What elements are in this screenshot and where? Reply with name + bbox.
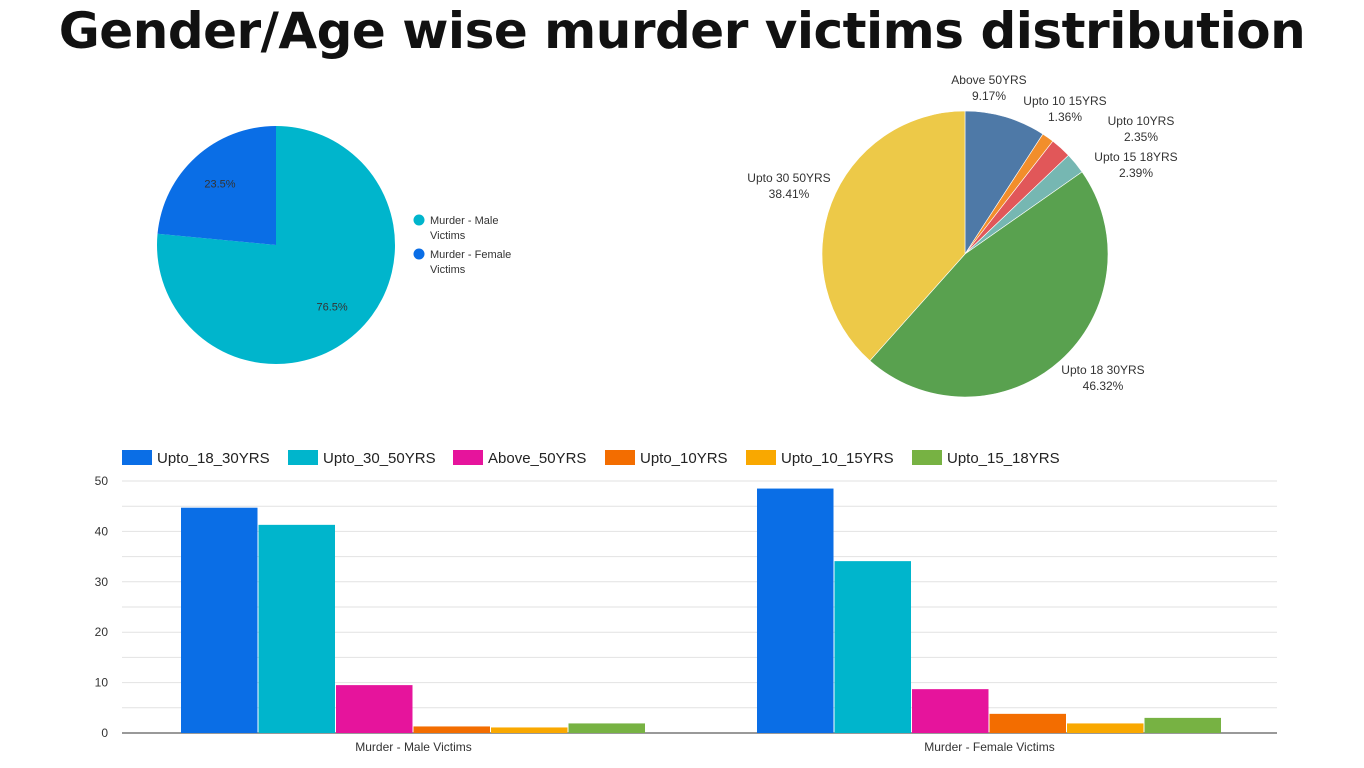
legend-entry-line: Victims [430, 264, 466, 276]
bar-upto-10-15yrs-murder-male-victims [491, 727, 568, 733]
legend-entry-murder-female-victims: Murder - Female Victims [430, 249, 511, 276]
pie-slice-upto-18-30yrs [869, 171, 1109, 398]
y-tick-label: 20 [95, 625, 109, 639]
pie-label-name: Upto 10 15YRS [1023, 94, 1106, 108]
y-tick-label: 50 [95, 474, 109, 488]
pie-label-upto-10yrs: Upto 10YRS 2.35% [1108, 114, 1175, 144]
pie-slice-above-50yrs [964, 110, 1044, 256]
legend-entry-murder-male-victims: Murder - Male Victims [430, 215, 498, 242]
legend-dot-murder-male-victims [413, 214, 425, 226]
gender-pie-chart: 76.5% 23.5% [157, 126, 396, 365]
pie-label-name: Upto 15 18YRS [1094, 150, 1177, 164]
legend-swatch-above-50yrs [453, 450, 483, 465]
pie-data-label: 23.5% [204, 178, 235, 190]
y-tick-label: 40 [95, 524, 109, 538]
pie-label-upto-15-18yrs: Upto 15 18YRS 2.39% [1094, 150, 1177, 180]
age-gender-bar-chart: 0 10 20 30 40 50 Murder - Male Victims Murder -… [95, 450, 1277, 754]
legend-dot-murder-female-victims [413, 248, 425, 260]
pie-label-value: 46.32% [1083, 379, 1124, 393]
pie-label-upto-30-50yrs: Upto 30 50YRS 38.41% [747, 171, 830, 201]
bar-upto-30-50yrs-murder-female-victims [834, 561, 911, 733]
bar-above-50yrs-murder-female-victims [912, 689, 989, 733]
bar-upto-10-15yrs-murder-female-victims [1067, 723, 1144, 733]
pie-slice-upto-30-50yrs [821, 110, 966, 362]
bar-upto-10yrs-murder-male-victims [413, 726, 490, 733]
bar-upto-10yrs-murder-female-victims [989, 713, 1066, 733]
bar-upto-18-30yrs-murder-male-victims [181, 507, 258, 733]
pie-label-name: Above 50YRS [951, 73, 1026, 87]
legend-entry-upto-10yrs: Upto_10YRS [640, 450, 728, 467]
bar-upto-15-18yrs-murder-female-victims [1144, 717, 1221, 733]
pie-label-value: 2.35% [1124, 130, 1158, 144]
pie-label-above-50yrs: Above 50YRS 9.17% [951, 73, 1026, 103]
pie-label-value: 1.36% [1048, 110, 1082, 124]
pie-slice-murder-male-victims [157, 126, 396, 365]
pie-label-value: 2.39% [1119, 166, 1153, 180]
legend-entry-line: Victims [430, 230, 466, 242]
y-tick-label: 30 [95, 575, 109, 589]
page-title: Gender/Age wise murder victims distribut… [58, 2, 1306, 60]
legend-swatch-upto-15-18yrs [912, 450, 942, 465]
legend-entry-above-50yrs: Above_50YRS [488, 450, 586, 467]
y-tick-label: 10 [95, 676, 109, 690]
gender-pie-legend: Murder - Male Victims Murder - Female Victi… [413, 214, 511, 276]
pie-label-upto-18-30yrs: Upto 18 30YRS 46.32% [1061, 363, 1144, 393]
bar-upto-18-30yrs-murder-female-victims [757, 488, 834, 733]
legend-entry-upto-18-30yrs: Upto_18_30YRS [157, 450, 270, 467]
pie-label-name: Upto 10YRS [1108, 114, 1175, 128]
pie-label-name: Upto 30 50YRS [747, 171, 830, 185]
age-pie-chart: Above 50YRS 9.17% Upto 10 15YRS 1.36% Upto 1… [747, 73, 1178, 398]
y-tick-label: 0 [101, 726, 108, 740]
bar-upto-15-18yrs-murder-male-victims [568, 723, 645, 733]
legend-entry-line: Murder - Female [430, 249, 511, 261]
pie-label-upto-10-15yrs: Upto 10 15YRS 1.36% [1023, 94, 1106, 124]
legend-swatch-upto-10yrs [605, 450, 635, 465]
pie-data-label: 76.5% [316, 302, 347, 314]
legend-swatch-upto-30-50yrs [288, 450, 318, 465]
legend-entry-line: Murder - Male [430, 215, 498, 227]
pie-label-value: 38.41% [769, 187, 810, 201]
legend-swatch-upto-18-30yrs [122, 450, 152, 465]
legend-swatch-upto-10-15yrs [746, 450, 776, 465]
pie-slice-murder-female-victims [157, 126, 276, 245]
legend-entry-upto-10-15yrs: Upto_10_15YRS [781, 450, 894, 467]
pie-label-value: 9.17% [972, 89, 1006, 103]
bar-above-50yrs-murder-male-victims [336, 685, 413, 733]
x-category-label: Murder - Female Victims [924, 740, 1054, 754]
bar-upto-30-50yrs-murder-male-victims [258, 524, 335, 733]
pie-label-name: Upto 18 30YRS [1061, 363, 1144, 377]
legend-entry-upto-30-50yrs: Upto_30_50YRS [323, 450, 436, 467]
x-category-label: Murder - Male Victims [355, 740, 471, 754]
legend-entry-upto-15-18yrs: Upto_15_18YRS [947, 450, 1060, 467]
